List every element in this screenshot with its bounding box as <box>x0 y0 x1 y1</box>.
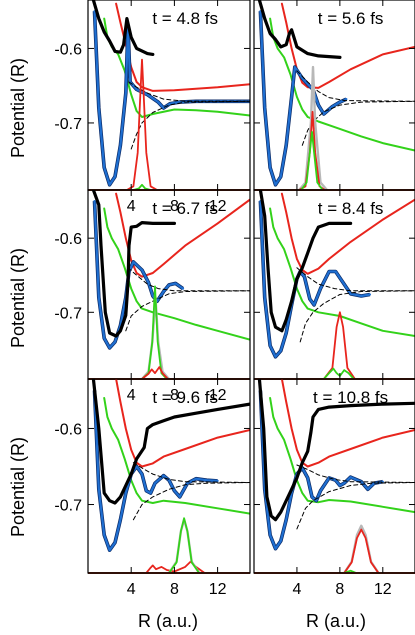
series-blue_pes <box>259 200 371 358</box>
series-red_pes <box>280 379 415 468</box>
panel-4: t = 8.4 fs <box>253 189 415 380</box>
series-green_wp <box>141 285 168 379</box>
x-tick-label: 8 <box>335 581 344 598</box>
panel-3: -0.6-0.74 8 12t = 6.7 fs <box>54 189 251 404</box>
x-tick-label: 12 <box>209 581 227 598</box>
y-axis-title-top: Potential (R) <box>8 58 28 158</box>
series-green_pes <box>269 397 415 514</box>
series-black_pot <box>258 190 353 333</box>
series-dashed_upper <box>296 267 415 292</box>
time-label: t = 4.8 fs <box>152 9 218 28</box>
series-red_wp <box>343 528 380 573</box>
series-dashed_lower <box>132 482 250 521</box>
series-black_pot <box>257 0 342 59</box>
series-green_pes <box>269 207 415 337</box>
series-dashed_lower <box>296 482 415 530</box>
series-blue_pes-outline <box>92 390 218 552</box>
series-dashed_upper <box>132 462 250 483</box>
panel-2: t = 5.6 fs <box>253 0 415 191</box>
series-dashed_upper <box>296 70 415 102</box>
series-green_pes <box>103 397 250 515</box>
x-tick-label: 4 <box>127 198 136 215</box>
series-black_pot <box>91 379 250 505</box>
panel-1: -0.6 -0.7 4 8 12 t = 4.8 fs <box>54 0 251 215</box>
time-label: t = 6.7 fs <box>152 199 218 218</box>
series-blue_pes-outline <box>258 201 371 359</box>
series-dashed_upper <box>128 81 250 102</box>
series-black_pot <box>91 0 155 56</box>
y-tick-label: -0.6 <box>54 41 82 58</box>
x-axis-title-right: R (a.u.) <box>306 611 366 631</box>
series-blue_pes <box>259 389 384 550</box>
y-tick-label: -0.7 <box>54 498 82 515</box>
series-dashed_lower <box>301 100 415 146</box>
plot-area <box>91 379 250 573</box>
series-red_pes <box>280 2 415 89</box>
series-green_wp <box>300 131 324 190</box>
series-blue_pes-outline <box>258 390 384 551</box>
x-tick-label: 12 <box>374 581 392 598</box>
time-label: t = 9.6 fs <box>152 388 218 407</box>
series-red_pes <box>115 379 250 468</box>
y-tick-label: -0.6 <box>54 231 82 248</box>
plot-area <box>91 190 250 379</box>
panel-6: 4 8 12 t = 10.8 fs <box>253 378 415 598</box>
y-axis-title-middle: Potential (R) <box>8 248 28 348</box>
x-tick-label: 12 <box>209 387 227 404</box>
y-axis-title-bottom: Potential (R) <box>8 437 28 537</box>
x-tick-label: 4 <box>127 581 136 598</box>
panel-frame <box>87 0 251 191</box>
plot-area <box>257 379 415 573</box>
time-label: t = 10.8 fs <box>313 388 388 407</box>
panel-frame <box>87 378 251 574</box>
panel-frame <box>253 378 415 574</box>
x-tick-label: 12 <box>209 198 227 215</box>
y-tick-label: -0.7 <box>54 305 82 322</box>
series-red_pes <box>280 192 415 275</box>
x-tick-label: 4 <box>292 581 301 598</box>
series-dashed_lower <box>130 100 250 150</box>
series-blue_pes <box>93 10 250 186</box>
series-dashed_upper <box>127 267 250 292</box>
x-tick-label: 4 <box>127 387 136 404</box>
series-blue_pes <box>93 389 219 552</box>
series-black_pot <box>257 379 415 522</box>
plot-area <box>258 190 415 379</box>
y-tick-label: -0.6 <box>54 421 82 438</box>
time-label: t = 5.6 fs <box>318 9 384 28</box>
series-dashed_lower <box>299 290 415 343</box>
x-axis-title-left: R (a.u.) <box>138 611 198 631</box>
series-red_wp <box>126 58 158 190</box>
series-green_wp <box>322 367 355 379</box>
series-red_wp <box>141 366 169 379</box>
plot-area <box>257 0 415 190</box>
y-tick-label: -0.7 <box>54 116 82 133</box>
series-green_pes <box>269 17 415 152</box>
x-tick-label: 8 <box>170 387 179 404</box>
series-black_pot <box>91 190 176 338</box>
time-label: t = 8.4 fs <box>318 199 384 218</box>
panels: -0.6 -0.7 4 8 12 t = 4.8 fs t = 5.6 fs -0.6 -0.7… <box>54 0 415 598</box>
plot-area <box>91 0 250 190</box>
series-green_wp <box>168 517 201 573</box>
x-tick-label: 8 <box>170 581 179 598</box>
series-red_wp <box>322 311 356 379</box>
series-green_pes <box>103 207 250 341</box>
panel-frame <box>253 0 415 191</box>
x-tick-label: 8 <box>170 198 179 215</box>
panel-5: -0.6-0.74 8 12t = 9.6 fs <box>54 378 251 598</box>
series-dashed_lower <box>125 290 250 332</box>
series-red_pes <box>115 192 250 278</box>
series-dashed_upper <box>296 464 415 483</box>
